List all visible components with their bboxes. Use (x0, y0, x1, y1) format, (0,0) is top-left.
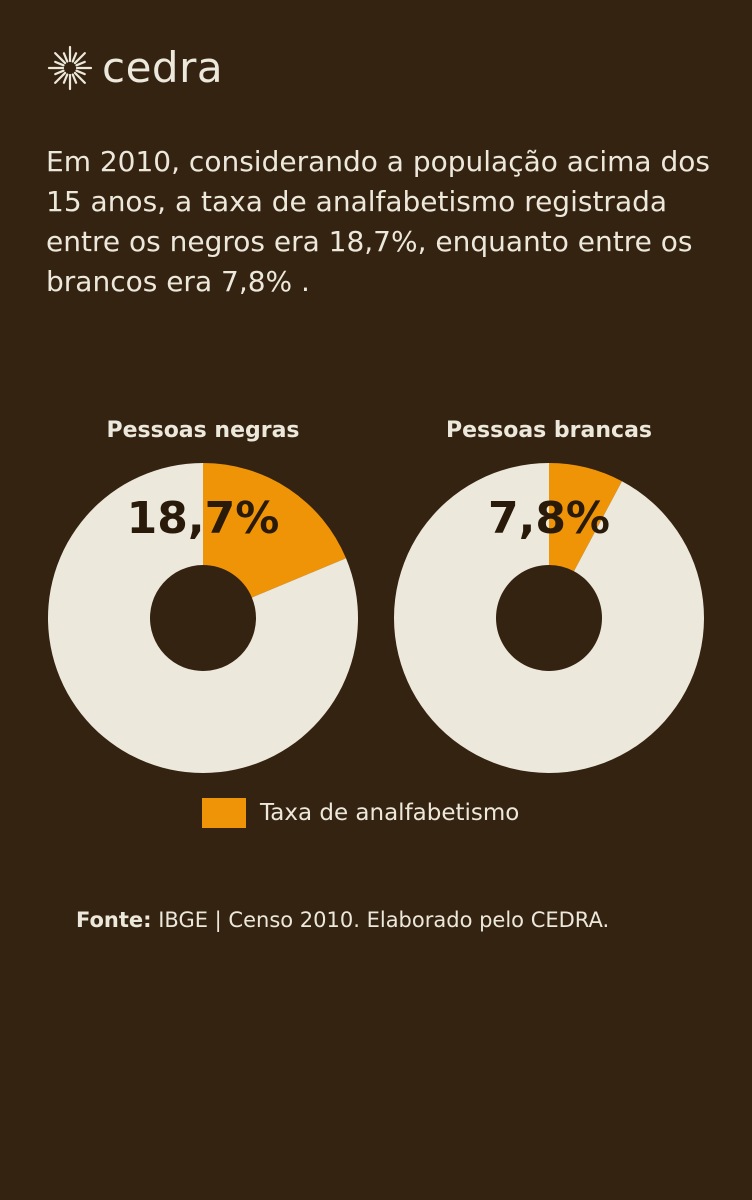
brand-name: cedra (102, 43, 224, 92)
brancas-slice-analfabetismo (549, 463, 622, 572)
source-note: Fonte: IBGE | Censo 2010. Elaborado pelo… (76, 908, 716, 932)
source-text: IBGE | Censo 2010. Elaborado pelo CEDRA. (151, 908, 610, 932)
chart-legend: Taxa de analfabetismo (202, 798, 519, 828)
sun-burst-icon (47, 45, 93, 91)
brand-logo: cedra (46, 44, 223, 92)
donut-chart-brancas: 7,8% (394, 463, 704, 773)
intro-text: Em 2010, considerando a população acima … (46, 145, 710, 298)
donut-chart-negras: 18,7% (48, 463, 358, 773)
brancas-data-label: 7,8% (488, 493, 610, 544)
chart-title-negras: Pessoas negras (106, 418, 300, 443)
brancas-slice-resto (394, 463, 704, 773)
negras-data-label: 18,7% (127, 493, 280, 544)
legend-label: Taxa de analfabetismo (260, 800, 520, 826)
negras-slice-resto (48, 463, 358, 773)
legend-swatch (202, 798, 246, 828)
chart-title-brancas: Pessoas brancas (445, 418, 653, 443)
source-prefix: Fonte: (76, 908, 152, 932)
negras-slice-analfabetismo (203, 463, 347, 598)
